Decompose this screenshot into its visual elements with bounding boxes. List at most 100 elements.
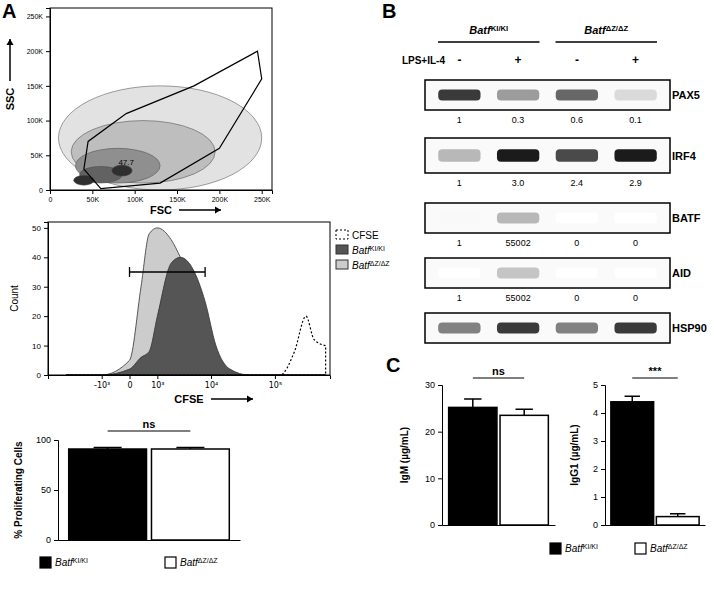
plot-area	[449, 399, 549, 525]
blot-band	[438, 213, 480, 224]
gate-bracket	[130, 267, 206, 277]
bar	[69, 449, 147, 540]
bar-chart: 050100% Proliferating CellsnsBatfKI/KIBa…	[13, 418, 241, 568]
blot-band	[556, 149, 598, 162]
tick-label: -10³	[94, 381, 110, 390]
gate	[84, 51, 262, 188]
arrow-head	[6, 39, 13, 45]
x-axis: 050K100K150K200K250K	[49, 190, 273, 203]
tick-mark	[44, 257, 48, 258]
panel-letter: C	[386, 354, 400, 376]
tick-label: 20	[425, 427, 435, 437]
tick-mark	[44, 316, 48, 317]
tick-mark	[438, 385, 442, 386]
quantification-label: 0	[633, 238, 638, 248]
legend-swatch	[40, 557, 51, 568]
blot-band	[497, 90, 539, 101]
error-bar	[464, 399, 481, 407]
density-chart: 47.7050K100K150K200K250K050K100K150K200K…	[4, 8, 273, 216]
blot-band	[614, 213, 656, 224]
tick: 100	[36, 435, 58, 445]
quantification-label: 1	[457, 178, 462, 188]
quantification-label: 3.0	[512, 178, 525, 188]
legend-label: BatfΔZ/ΔZ	[352, 260, 390, 271]
axis-arrow	[6, 39, 13, 81]
tick: 2	[593, 464, 605, 474]
legend-swatch	[635, 543, 646, 554]
tick: 200K	[212, 190, 229, 203]
tick-label: 10³	[151, 381, 164, 390]
tick: 100K	[27, 117, 50, 124]
y-axis: 01020304050	[32, 223, 48, 381]
tick: 0	[127, 375, 132, 390]
blot-band	[614, 149, 656, 162]
legend-swatch	[336, 260, 348, 269]
y-axis: 0102030	[425, 380, 443, 530]
blot-frame	[425, 80, 670, 110]
text-part: KI/KI	[583, 543, 598, 550]
tick: 0	[430, 520, 442, 530]
legend: CFSEBatfKI/KIBatfΔZ/ΔZ	[336, 230, 390, 271]
tick-label: 100	[36, 435, 51, 445]
density-contour	[71, 121, 215, 183]
protein-label: HSP90	[672, 322, 707, 334]
axis-arrow	[179, 206, 221, 213]
tick: 100K	[127, 190, 144, 203]
histogram-area	[66, 257, 326, 375]
legend-label: BatfΔZ/ΔZ	[180, 557, 218, 568]
tick-mark	[438, 525, 442, 526]
text-part: Batf	[469, 24, 492, 36]
treatment-sign: +	[515, 53, 522, 67]
tick: 10	[425, 474, 442, 484]
text-part: Batf	[584, 24, 607, 36]
arrow-head	[215, 206, 221, 213]
x-axis	[443, 525, 556, 527]
tick: 200K	[27, 48, 50, 55]
tick: 4	[593, 408, 605, 418]
plot-frame	[48, 222, 330, 375]
quantification-label: 0	[574, 238, 579, 248]
quantification-label: 2.9	[629, 178, 642, 188]
tick: 20	[425, 427, 442, 437]
legend-label: BatfKI/KI	[55, 557, 88, 568]
significance-label: ns	[492, 365, 505, 377]
panel-letter: A	[2, 0, 16, 22]
tick-mark	[177, 190, 178, 194]
tick-label: 250K	[254, 196, 271, 203]
text-part: KI/KI	[491, 24, 509, 33]
tick: 150K	[27, 83, 50, 90]
tick-label: 100K	[27, 117, 44, 124]
tick-label: 0	[593, 520, 598, 530]
text-part: Batf	[565, 543, 584, 554]
tick-mark	[438, 432, 442, 433]
tick: 10	[32, 342, 48, 351]
tick: 10⁵	[269, 375, 282, 390]
plot-area	[611, 396, 699, 525]
quantification-label: 0.6	[571, 115, 584, 125]
group-underline	[556, 41, 658, 43]
tick-mark	[46, 16, 50, 17]
tick-mark	[46, 86, 50, 87]
treatment-sign: -	[575, 53, 579, 67]
tick-mark	[262, 190, 263, 194]
bar	[500, 415, 548, 525]
western-blot: BatfKI/KIBatfΔZ/ΔZLPS+IL-4-+-+PAX510.30.…	[402, 24, 707, 343]
tick-mark	[44, 287, 48, 288]
blot-frame	[425, 313, 670, 343]
tick-mark	[601, 469, 605, 470]
tick-mark	[601, 497, 605, 498]
panel-letter: B	[382, 0, 396, 22]
legend-swatch	[336, 245, 348, 254]
x-axis-title: CFSE	[174, 393, 203, 405]
treatment-label: LPS+IL-4	[402, 55, 446, 66]
tick-mark	[211, 375, 212, 379]
error-bar	[516, 409, 533, 415]
x-axis	[59, 540, 241, 542]
tick-label: 50K	[87, 196, 100, 203]
bar	[151, 449, 229, 540]
tick-label: 0	[430, 520, 435, 530]
tick: 250K	[254, 190, 271, 203]
tick-mark	[601, 413, 605, 414]
tick-label: 0	[37, 371, 42, 380]
tick-label: 10⁵	[269, 381, 282, 390]
